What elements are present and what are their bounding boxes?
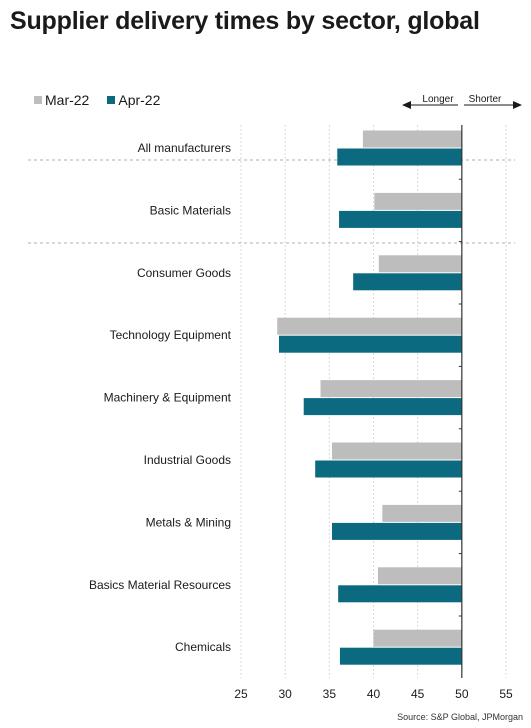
legend-label-mar-22: Mar-22 bbox=[45, 92, 90, 108]
legend-swatch-mar-22 bbox=[34, 96, 42, 104]
bar-apr-22 bbox=[278, 335, 462, 353]
x-tick-label: 45 bbox=[411, 687, 425, 701]
arrow-left-head bbox=[402, 101, 411, 109]
legend-item-mar-22: Mar-22 bbox=[34, 92, 89, 108]
direction-annotation: Longer Shorter bbox=[402, 94, 522, 109]
bar-mar-22 bbox=[382, 504, 462, 522]
x-tick-labels: 25 30 35 40 45 50 55 bbox=[234, 687, 513, 701]
bar-apr-22 bbox=[338, 585, 462, 603]
chart-title: Supplier delivery times by sector, globa… bbox=[10, 7, 480, 35]
bar-apr-22 bbox=[353, 273, 462, 291]
bar-mar-22 bbox=[377, 567, 462, 585]
bar-mar-22 bbox=[373, 629, 462, 647]
bar-mar-22 bbox=[374, 192, 462, 210]
category-label: Consumer Goods bbox=[137, 266, 231, 280]
bar-apr-22 bbox=[339, 647, 462, 665]
bar-mar-22 bbox=[331, 442, 462, 460]
x-tick-label: 55 bbox=[499, 687, 513, 701]
bar-mar-22 bbox=[277, 317, 462, 335]
x-tick-label: 30 bbox=[278, 687, 292, 701]
x-tick-label: 25 bbox=[234, 687, 248, 701]
axes bbox=[458, 125, 463, 678]
legend-label-apr-22: Apr-22 bbox=[118, 92, 161, 108]
legend-swatch-apr-22 bbox=[107, 96, 116, 104]
category-label: Machinery & Equipment bbox=[104, 391, 232, 405]
legend: Mar-22 Apr-22 bbox=[34, 92, 178, 108]
bar-mar-22 bbox=[378, 255, 462, 273]
bar-apr-22 bbox=[303, 398, 462, 416]
x-tick-label: 40 bbox=[367, 687, 381, 701]
bar-apr-22 bbox=[339, 210, 462, 228]
category-label: All manufacturers bbox=[138, 141, 231, 155]
bar-mar-22 bbox=[320, 380, 462, 398]
arrow-right-head bbox=[513, 101, 522, 109]
annotation-longer: Longer bbox=[422, 94, 454, 105]
x-tick-label: 35 bbox=[323, 687, 337, 701]
bar-apr-22 bbox=[337, 148, 462, 166]
category-label: Industrial Goods bbox=[144, 453, 231, 467]
category-label: Chemicals bbox=[175, 640, 231, 654]
bar-mar-22 bbox=[362, 130, 462, 148]
legend-item-apr-22: Apr-22 bbox=[107, 92, 160, 108]
category-label: Technology Equipment bbox=[110, 328, 232, 342]
x-tick-label: 50 bbox=[455, 687, 469, 701]
bar-apr-22 bbox=[331, 522, 462, 540]
category-label: Metals & Mining bbox=[146, 515, 231, 529]
annotation-shorter: Shorter bbox=[469, 94, 502, 105]
source-note: Source: S&P Global, JPMorgan bbox=[397, 712, 523, 722]
category-label: Basic Materials bbox=[150, 203, 231, 217]
category-labels: All manufacturers Basic Materials Consumer… bbox=[89, 141, 232, 654]
category-label: Basics Material Resources bbox=[89, 578, 231, 592]
bars bbox=[277, 130, 462, 665]
bar-apr-22 bbox=[315, 460, 462, 478]
